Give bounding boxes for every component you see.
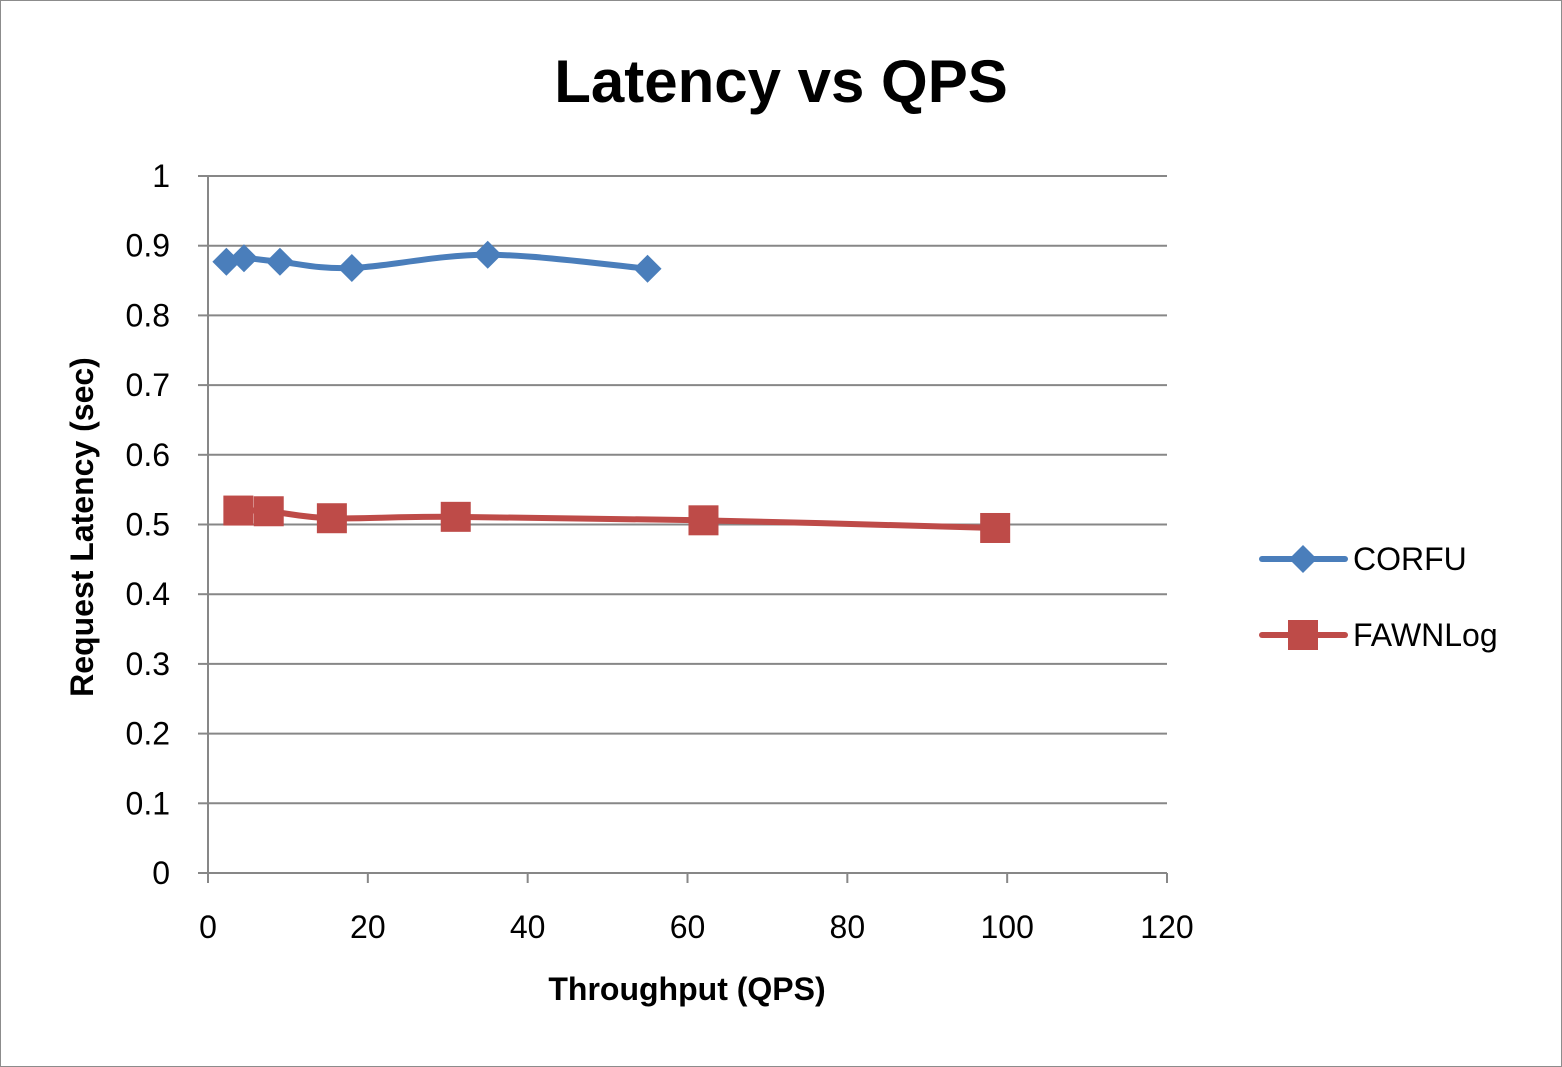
y-tick-label: 1 [152,158,170,194]
x-tick-label: 20 [350,909,386,945]
y-tick-label: 0.9 [126,228,170,264]
series-fawnlog [223,495,1011,543]
legend-item-fawnlog: FAWNLog [1259,617,1498,653]
x-tick-label: 80 [830,909,866,945]
legend-marker-corfu [1289,545,1317,573]
data-point-corfu [633,254,662,283]
legend-label-corfu: CORFU [1353,541,1467,577]
data-point-corfu [229,244,258,273]
legend: CORFU FAWNLog [1259,541,1498,653]
data-point-fawnlog [440,501,471,532]
y-tick-label: 0.6 [126,437,170,473]
data-series [212,240,1011,543]
data-point-corfu [473,240,502,269]
y-tick-labels: 0 0.1 0.2 0.3 0.4 0.5 0.6 0.7 0.8 0.9 1 [126,158,170,891]
data-point-corfu [212,247,241,276]
data-point-corfu [337,254,366,283]
y-tick-label: 0.5 [126,507,170,543]
x-tick-label: 60 [670,909,706,945]
data-point-fawnlog [688,505,719,536]
x-tick-label: 0 [199,909,217,945]
legend-label-fawnlog: FAWNLog [1353,617,1498,653]
x-tick-label: 100 [980,909,1033,945]
y-tick-label: 0.1 [126,785,170,821]
y-tick-label: 0.7 [126,367,170,403]
series-corfu [212,240,662,283]
y-tick-label: 0.8 [126,297,170,333]
y-tick-label: 0 [152,855,170,891]
y-tick-label: 0.4 [126,576,170,612]
x-axis-title: Throughput (QPS) [548,971,825,1007]
x-tick-label: 120 [1140,909,1193,945]
y-tick-label: 0.2 [126,716,170,752]
legend-marker-fawnlog [1288,620,1318,650]
y-axis-title: Request Latency (sec) [64,357,100,697]
data-point-fawnlog [253,496,284,527]
gridlines [208,175,1167,805]
x-tick-labels: 0 20 40 60 80 100 120 [199,909,1194,945]
axes [198,175,1168,883]
data-point-fawnlog [316,503,347,534]
chart-title: Latency vs QPS [554,48,1008,115]
data-point-fawnlog [980,512,1011,543]
data-point-corfu [265,247,294,276]
legend-item-corfu: CORFU [1259,541,1467,577]
x-tick-label: 40 [510,909,546,945]
data-point-fawnlog [223,495,254,526]
y-tick-label: 0.3 [126,646,170,682]
